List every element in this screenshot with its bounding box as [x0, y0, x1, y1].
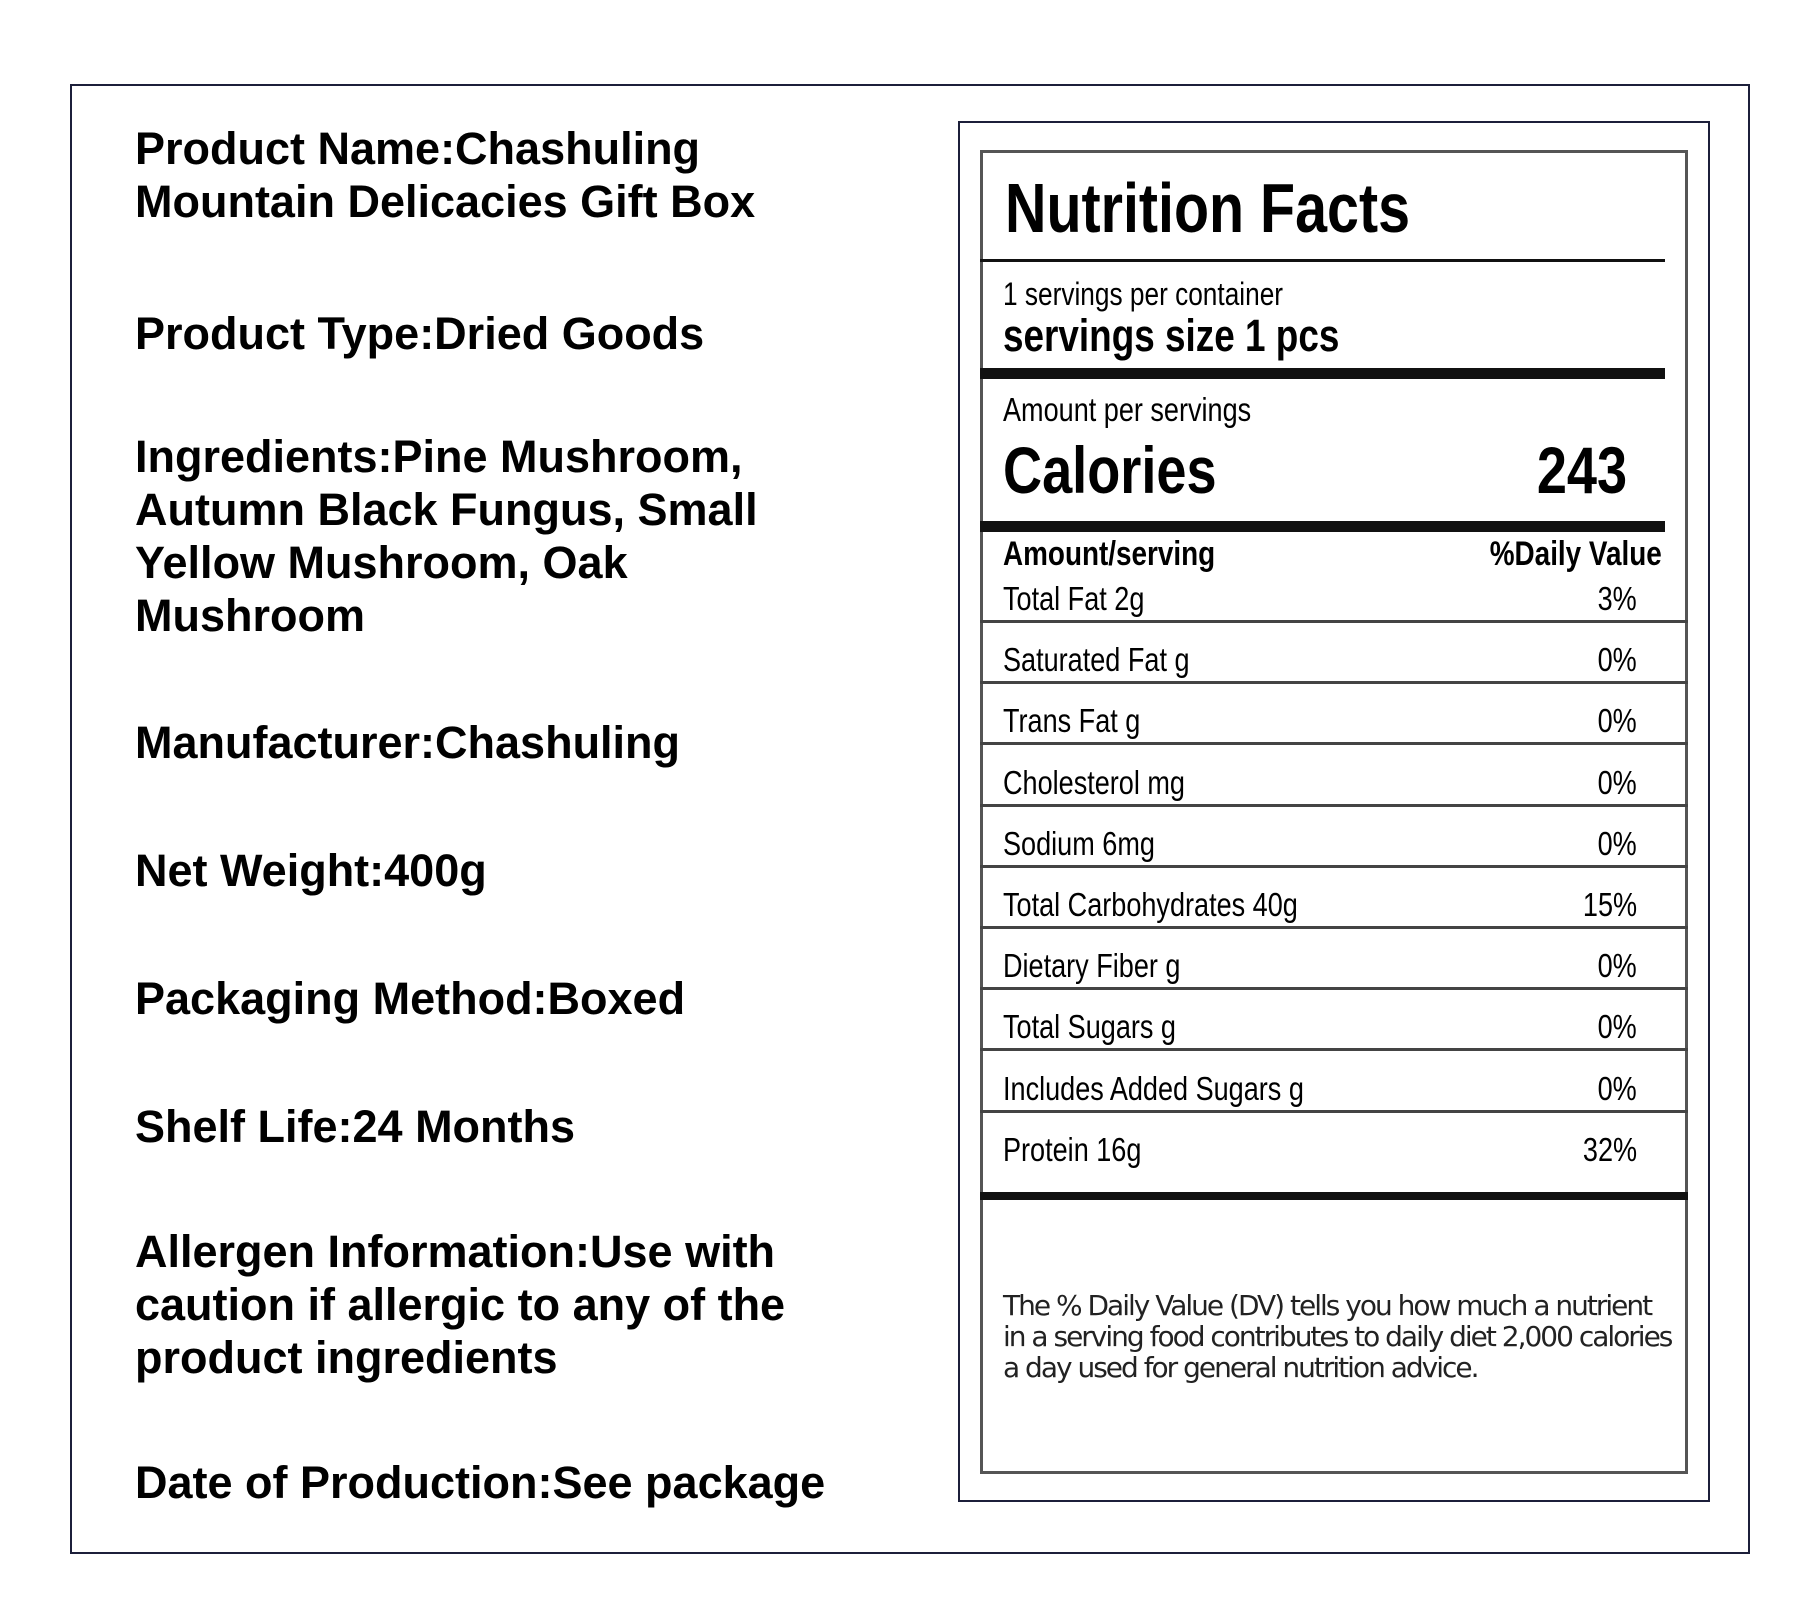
- product-name: Product Name:Chashuling Mountain Delicac…: [135, 123, 756, 227]
- thick-divider: [980, 521, 1665, 532]
- row-divider: [980, 681, 1688, 685]
- servings-per-container: 1 servings per container: [1003, 276, 1284, 312]
- calories-label: Calories: [1003, 433, 1217, 507]
- nutrition-title: Nutrition Facts: [1005, 169, 1411, 247]
- nutrient-daily-value: 0%: [1597, 824, 1637, 862]
- product-type: Product Type:Dried Goods: [135, 308, 705, 359]
- nutrition-label: [980, 150, 1688, 1474]
- nutrient-daily-value: 0%: [1597, 947, 1637, 985]
- nutrient-name: Saturated Fat g: [1003, 641, 1190, 679]
- row-divider: [980, 803, 1688, 807]
- nutrient-daily-value: 32%: [1582, 1130, 1637, 1168]
- nutrient-name: Dietary Fiber g: [1003, 947, 1181, 985]
- nutrient-daily-value: 15%: [1582, 886, 1637, 923]
- divider: [980, 259, 1665, 262]
- nutrient-name: Includes Added Sugars g: [1003, 1069, 1304, 1107]
- thick-divider: [980, 368, 1665, 379]
- nutrient-name: Total Fat 2g: [1003, 580, 1145, 617]
- manufacturer: Manufacturer:Chashuling: [135, 717, 681, 768]
- nutrient-name: Trans Fat g: [1003, 702, 1141, 740]
- nutrient-daily-value: 0%: [1597, 702, 1637, 740]
- nutrient-daily-value: 0%: [1597, 641, 1637, 679]
- row-divider: [980, 926, 1688, 929]
- net-weight: Net Weight:400g: [135, 845, 487, 896]
- nutrition-panel: [958, 121, 1710, 1502]
- nutrient-name: Cholesterol mg: [1003, 763, 1185, 801]
- calories-value: 243: [1536, 433, 1627, 507]
- row-divider: [980, 987, 1688, 991]
- ingredients: Ingredients:Pine Mushroom, Autumn Black …: [135, 431, 758, 641]
- daily-value-footnote: The % Daily Value (DV) tells you how muc…: [1003, 1289, 1673, 1384]
- row-divider: [980, 1109, 1688, 1113]
- row-divider: [980, 1048, 1688, 1052]
- row-divider: [980, 864, 1688, 868]
- nutrient-name: Sodium 6mg: [1003, 824, 1155, 862]
- date-of-production: Date of Production:See package: [135, 1457, 826, 1508]
- row-divider: [980, 742, 1688, 746]
- nutrient-name: Protein 16g: [1003, 1130, 1142, 1168]
- packaging-method: Packaging Method:Boxed: [135, 973, 686, 1024]
- row-divider: [980, 620, 1688, 623]
- nutrient-daily-value: 3%: [1597, 580, 1637, 617]
- nutrient-name: Total Sugars g: [1003, 1008, 1176, 1046]
- column-daily-value-header: %Daily Value: [1489, 535, 1662, 573]
- serving-size: servings size 1 pcs: [1003, 310, 1340, 361]
- thick-divider: [980, 1192, 1688, 1200]
- column-amount-header: Amount/serving: [1003, 535, 1216, 573]
- nutrient-name: Total Carbohydrates 40g: [1003, 886, 1298, 923]
- amount-per-serving: Amount per servings: [1003, 391, 1252, 428]
- shelf-life: Shelf Life:24 Months: [135, 1101, 576, 1152]
- nutrient-daily-value: 0%: [1597, 1008, 1637, 1046]
- allergen-information: Allergen Information:Use with caution if…: [135, 1226, 786, 1383]
- outer-frame: [70, 84, 1750, 1554]
- nutrient-daily-value: 0%: [1597, 763, 1637, 801]
- nutrient-daily-value: 0%: [1597, 1069, 1637, 1107]
